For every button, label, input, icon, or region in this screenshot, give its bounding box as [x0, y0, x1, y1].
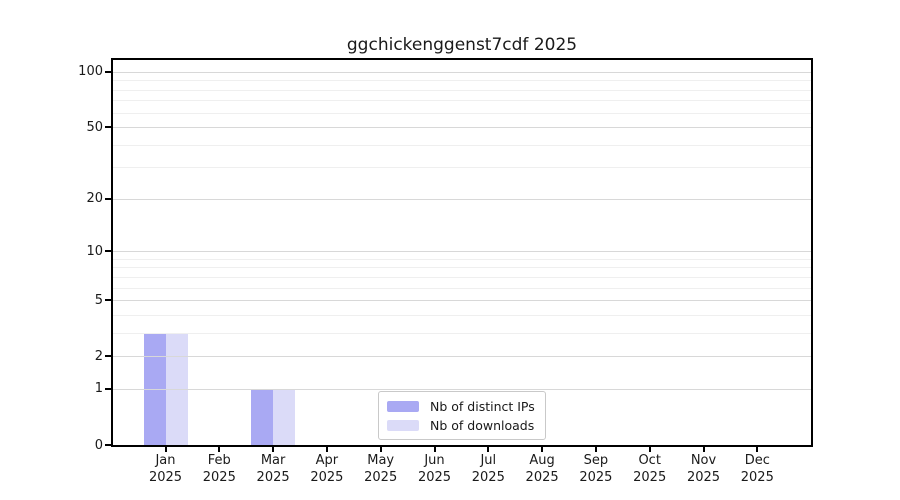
x-tick-label: Nov 2025: [676, 453, 732, 486]
gridline-major: [113, 198, 811, 200]
x-tick-year: 2025: [686, 469, 721, 485]
x-tick-year: 2025: [740, 469, 774, 485]
x-tick-label: Aug 2025: [514, 453, 570, 486]
x-tick-label: Jun 2025: [407, 453, 463, 486]
x-tick-mark: [648, 447, 651, 452]
y-tick-label: 20: [86, 191, 103, 207]
x-tick-label: Jan 2025: [138, 453, 194, 486]
y-tick-mark: [105, 197, 111, 200]
gridline-minor: [113, 80, 811, 82]
x-tick-mark: [702, 447, 705, 452]
x-tick-month: Feb: [207, 453, 231, 468]
x-tick-mark: [756, 447, 759, 452]
y-tick-mark: [105, 387, 111, 390]
y-tick-label: 0: [94, 437, 103, 453]
y-tick-mark: [105, 444, 111, 446]
y-tick-mark: [105, 355, 111, 358]
x-tick-mark: [272, 447, 275, 452]
legend-label: Nb of downloads: [430, 417, 535, 433]
gridline-minor: [113, 332, 811, 334]
legend: Nb of distinct IPs Nb of downloads: [378, 391, 546, 440]
y-tick-label: 100: [78, 64, 103, 80]
y-tick-mark: [105, 126, 111, 129]
x-tick-month: Sep: [583, 453, 609, 468]
x-tick-label: Mar 2025: [245, 453, 301, 486]
x-tick-label: Feb 2025: [191, 453, 247, 486]
legend-row: Nb of downloads: [387, 417, 535, 433]
x-tick-label: Apr 2025: [299, 453, 355, 486]
gridline-major: [113, 388, 811, 390]
x-tick-year: 2025: [364, 469, 398, 485]
x-tick-year: 2025: [471, 469, 505, 485]
x-tick-month: Aug: [529, 453, 555, 468]
gridline-minor: [113, 144, 811, 146]
legend-swatch: [387, 419, 419, 431]
x-tick-label: Oct 2025: [622, 453, 678, 486]
x-tick-year: 2025: [633, 469, 667, 485]
gridline-minor: [113, 112, 811, 114]
y-tick-label: 50: [86, 119, 103, 135]
x-tick-month: Apr: [315, 453, 339, 468]
x-tick-mark: [218, 447, 221, 452]
gridline-major: [113, 71, 811, 73]
x-tick-month: Jan: [155, 453, 176, 468]
x-tick-mark: [433, 447, 436, 452]
x-tick-mark: [487, 447, 490, 452]
gridline-minor: [113, 89, 811, 91]
gridline-minor: [113, 314, 811, 316]
legend-swatch: [387, 400, 419, 412]
y-tick-label: 10: [86, 243, 103, 259]
gridline-minor: [113, 100, 811, 102]
bar: [251, 388, 274, 445]
gridline-minor: [113, 167, 811, 169]
y-tick-label: 5: [94, 292, 103, 308]
x-tick-label: Dec 2025: [729, 453, 785, 486]
gridline-major: [113, 300, 811, 302]
x-tick-month: Oct: [638, 453, 661, 468]
x-tick-year: 2025: [525, 469, 559, 485]
gridline-minor: [113, 258, 811, 260]
x-tick-year: 2025: [310, 469, 344, 485]
y-tick-mark: [105, 250, 111, 253]
x-tick-year: 2025: [202, 469, 236, 485]
y-tick-mark: [105, 70, 111, 73]
y-tick-label: 2: [94, 348, 103, 364]
x-tick-mark: [379, 447, 382, 452]
gridline-major: [113, 356, 811, 358]
bar: [273, 388, 296, 445]
legend-row: Nb of distinct IPs: [387, 398, 535, 414]
x-tick-mark: [164, 447, 167, 452]
x-tick-year: 2025: [417, 469, 452, 485]
y-tick-label: 1: [94, 381, 103, 397]
x-tick-label: Jul 2025: [460, 453, 516, 486]
x-tick-month: Jun: [424, 453, 445, 468]
x-tick-month: Nov: [690, 453, 717, 468]
gridline-minor: [113, 287, 811, 289]
y-tick-mark: [105, 299, 111, 302]
chart-title: ggchickenggenst7cdf 2025: [346, 35, 578, 55]
x-tick-month: Jul: [480, 453, 497, 468]
x-tick-year: 2025: [579, 469, 613, 485]
x-tick-label: Sep 2025: [568, 453, 624, 486]
x-tick-label: May 2025: [353, 453, 409, 486]
plot-area: [113, 60, 811, 445]
x-tick-month: Mar: [260, 453, 286, 468]
legend-label: Nb of distinct IPs: [430, 398, 535, 414]
gridline-minor: [113, 267, 811, 269]
x-tick-mark: [594, 447, 597, 452]
x-tick-year: 2025: [148, 469, 183, 485]
x-tick-month: May: [367, 453, 395, 468]
x-tick-year: 2025: [256, 469, 290, 485]
x-tick-month: Dec: [744, 453, 770, 468]
x-tick-mark: [325, 447, 328, 452]
x-tick-mark: [541, 447, 544, 452]
gridline-major: [113, 251, 811, 253]
gridline-major: [113, 127, 811, 129]
gridline-minor: [113, 276, 811, 278]
